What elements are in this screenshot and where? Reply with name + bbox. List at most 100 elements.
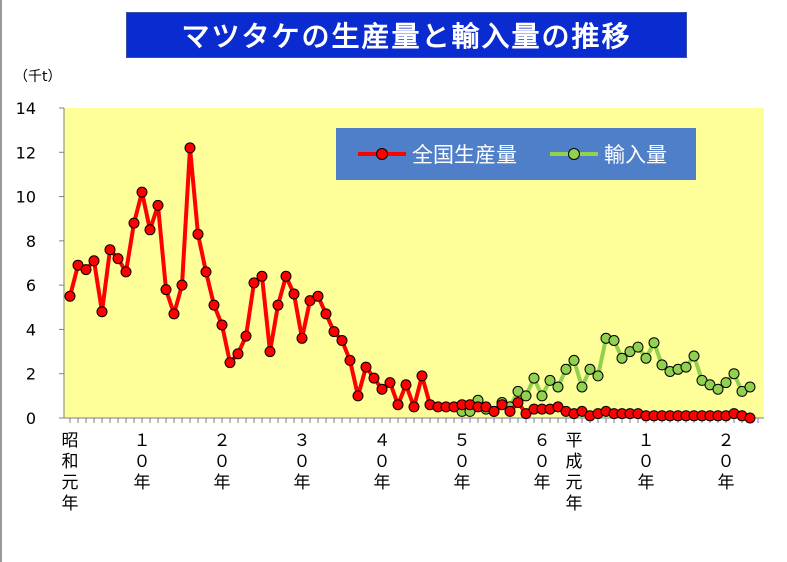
y-tick-label: 14 [16, 99, 36, 118]
data-point [224, 357, 236, 369]
x-tick-label: ２０年 [718, 431, 735, 493]
y-unit-label: （千t） [14, 69, 62, 85]
x-tick-label: ４０年 [374, 431, 391, 493]
data-point [592, 370, 604, 382]
x-tick-label: １０年 [638, 431, 655, 493]
data-point [584, 363, 596, 375]
data-point [520, 390, 532, 402]
legend-marker-import [568, 148, 580, 160]
data-point [552, 381, 564, 393]
data-point [192, 228, 204, 240]
data-point [136, 186, 148, 198]
data-point [272, 299, 284, 311]
x-tick-label: ３０年 [294, 431, 311, 493]
data-point [368, 372, 380, 384]
data-point [80, 264, 92, 276]
legend-label-import: 輸入量 [604, 143, 667, 167]
data-point [280, 270, 292, 282]
data-point [392, 399, 404, 411]
data-point [576, 381, 588, 393]
data-point [504, 405, 516, 417]
y-tick-label: 0 [26, 409, 36, 428]
chart-title: マツタケの生産量と輸入量の推移 [126, 12, 687, 58]
data-point [648, 337, 660, 349]
data-point [184, 142, 196, 154]
y-tick-label: 10 [16, 188, 36, 207]
data-point [232, 348, 244, 360]
data-point [488, 405, 500, 417]
data-point [96, 306, 108, 318]
data-point [744, 381, 756, 393]
data-point [608, 335, 620, 346]
data-point [376, 383, 388, 395]
y-axis: 0 2 4 6 8 10 12 14 [16, 99, 65, 428]
data-point [328, 326, 340, 338]
data-point [680, 361, 692, 373]
series-production [64, 142, 756, 424]
data-point [632, 341, 644, 353]
data-point [728, 368, 740, 380]
data-point [720, 377, 732, 389]
legend-label-production: 全国生産量 [412, 143, 517, 167]
data-point [112, 253, 124, 265]
data-point [536, 390, 548, 402]
data-point [288, 288, 300, 300]
data-point [312, 290, 324, 302]
left-border [0, 0, 2, 562]
y-tick-label: 4 [26, 320, 36, 339]
data-point [104, 244, 116, 256]
data-point [560, 363, 572, 375]
x-tick-label: ５０年 [454, 431, 471, 493]
data-point [200, 266, 212, 278]
data-point [352, 390, 364, 402]
data-point [248, 277, 260, 289]
data-point [168, 308, 180, 320]
data-point [416, 370, 428, 382]
data-point [64, 290, 76, 302]
data-point [656, 359, 668, 371]
x-tick-label: 昭和元年 [62, 431, 79, 514]
data-point [400, 379, 412, 391]
data-point [152, 199, 164, 211]
y-tick-label: 6 [26, 276, 36, 295]
data-point [544, 374, 556, 386]
x-tick-label: ２０年 [214, 431, 231, 493]
data-point [616, 352, 628, 364]
data-point [208, 299, 220, 311]
data-point [256, 270, 268, 282]
x-tick-label: ６０年 [534, 431, 551, 493]
y-tick-label: 2 [26, 365, 36, 384]
data-point [160, 284, 172, 296]
data-point [344, 354, 356, 366]
data-point [360, 361, 372, 373]
x-tick-label: １０年 [134, 431, 151, 493]
data-point [640, 352, 652, 364]
data-point [384, 377, 396, 389]
data-point [144, 224, 156, 236]
data-point [240, 330, 252, 342]
data-point [264, 346, 276, 358]
data-point [320, 308, 332, 320]
data-point [744, 412, 756, 424]
data-point [296, 332, 308, 344]
data-point [568, 354, 580, 366]
x-tick-label: 平成元年 [566, 431, 583, 514]
data-point [128, 217, 140, 229]
data-point [176, 279, 188, 291]
data-point [88, 255, 100, 267]
y-tick-label: 8 [26, 232, 36, 251]
data-point [496, 399, 508, 411]
y-tick-label: 12 [16, 143, 36, 162]
series-layer [64, 142, 756, 424]
data-point [688, 350, 700, 362]
data-point [120, 266, 132, 278]
data-point [512, 397, 524, 408]
data-point [336, 335, 348, 346]
legend-marker-production [376, 148, 388, 160]
data-point [528, 372, 540, 384]
data-point [216, 319, 228, 331]
data-point [408, 401, 420, 413]
